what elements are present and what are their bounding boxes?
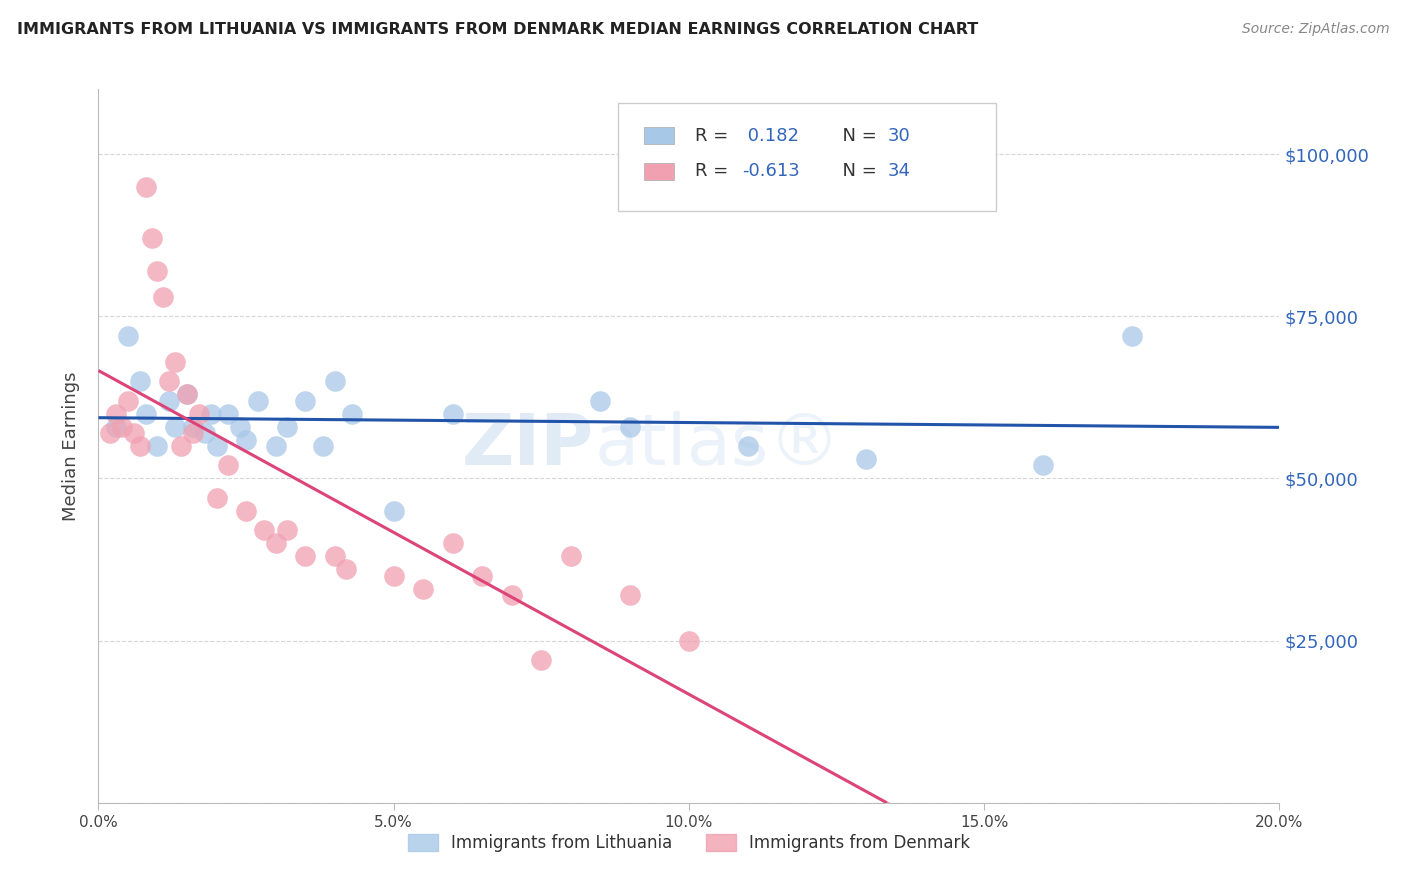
Point xyxy=(323,374,346,388)
Point xyxy=(128,374,150,388)
Point xyxy=(128,439,150,453)
Point xyxy=(294,393,316,408)
Point xyxy=(122,425,145,440)
Text: Source: ZipAtlas.com: Source: ZipAtlas.com xyxy=(1241,22,1389,37)
Point xyxy=(187,407,209,421)
Point xyxy=(323,549,346,564)
Point xyxy=(165,354,187,368)
Point xyxy=(194,425,217,440)
Point xyxy=(501,588,523,602)
Point xyxy=(246,393,269,408)
Point xyxy=(117,393,139,408)
Text: R =: R = xyxy=(695,162,734,180)
Point xyxy=(217,407,239,421)
Text: -0.613: -0.613 xyxy=(742,162,800,180)
Point xyxy=(560,549,582,564)
Point xyxy=(146,439,169,453)
Point xyxy=(235,504,257,518)
Point xyxy=(441,536,464,550)
Point xyxy=(335,562,357,576)
Point xyxy=(152,290,174,304)
Point xyxy=(117,328,139,343)
Text: atlas®: atlas® xyxy=(595,411,841,481)
Text: 34: 34 xyxy=(887,162,910,180)
Point xyxy=(855,452,877,467)
FancyBboxPatch shape xyxy=(619,103,995,211)
Point xyxy=(342,407,364,421)
Point xyxy=(98,425,121,440)
Point xyxy=(181,419,204,434)
Point xyxy=(111,419,134,434)
Point xyxy=(589,393,612,408)
Point xyxy=(157,374,180,388)
Point xyxy=(382,568,405,582)
Y-axis label: Median Earnings: Median Earnings xyxy=(62,371,80,521)
Point xyxy=(105,419,128,434)
Point xyxy=(264,439,287,453)
Point xyxy=(157,393,180,408)
Point xyxy=(181,425,204,440)
Point xyxy=(471,568,494,582)
Text: N =: N = xyxy=(831,162,882,180)
Point xyxy=(217,458,239,473)
Text: R =: R = xyxy=(695,127,734,145)
Point xyxy=(235,433,257,447)
Point xyxy=(382,504,405,518)
Point xyxy=(312,439,335,453)
Point xyxy=(412,582,434,596)
Point xyxy=(619,419,641,434)
Point xyxy=(1032,458,1054,473)
Point xyxy=(146,264,169,278)
Point xyxy=(678,633,700,648)
Text: 30: 30 xyxy=(887,127,910,145)
Text: ZIP: ZIP xyxy=(463,411,595,481)
Point xyxy=(441,407,464,421)
Point xyxy=(1121,328,1143,343)
Point xyxy=(200,407,222,421)
Point xyxy=(276,524,298,538)
Text: 0.182: 0.182 xyxy=(742,127,799,145)
Point xyxy=(135,179,157,194)
Point xyxy=(135,407,157,421)
Point xyxy=(176,387,198,401)
Point xyxy=(105,407,128,421)
Point xyxy=(253,524,276,538)
FancyBboxPatch shape xyxy=(644,162,673,180)
Point xyxy=(737,439,759,453)
Point xyxy=(276,419,298,434)
Point xyxy=(165,419,187,434)
FancyBboxPatch shape xyxy=(644,127,673,145)
Point xyxy=(170,439,193,453)
Point xyxy=(530,653,553,667)
Point xyxy=(294,549,316,564)
Point xyxy=(176,387,198,401)
Point xyxy=(205,491,228,505)
Legend: Immigrants from Lithuania, Immigrants from Denmark: Immigrants from Lithuania, Immigrants fr… xyxy=(401,827,977,859)
Point xyxy=(205,439,228,453)
Point xyxy=(229,419,252,434)
Point xyxy=(619,588,641,602)
Text: N =: N = xyxy=(831,127,882,145)
Text: IMMIGRANTS FROM LITHUANIA VS IMMIGRANTS FROM DENMARK MEDIAN EARNINGS CORRELATION: IMMIGRANTS FROM LITHUANIA VS IMMIGRANTS … xyxy=(17,22,979,37)
Point xyxy=(141,231,163,245)
Point xyxy=(264,536,287,550)
